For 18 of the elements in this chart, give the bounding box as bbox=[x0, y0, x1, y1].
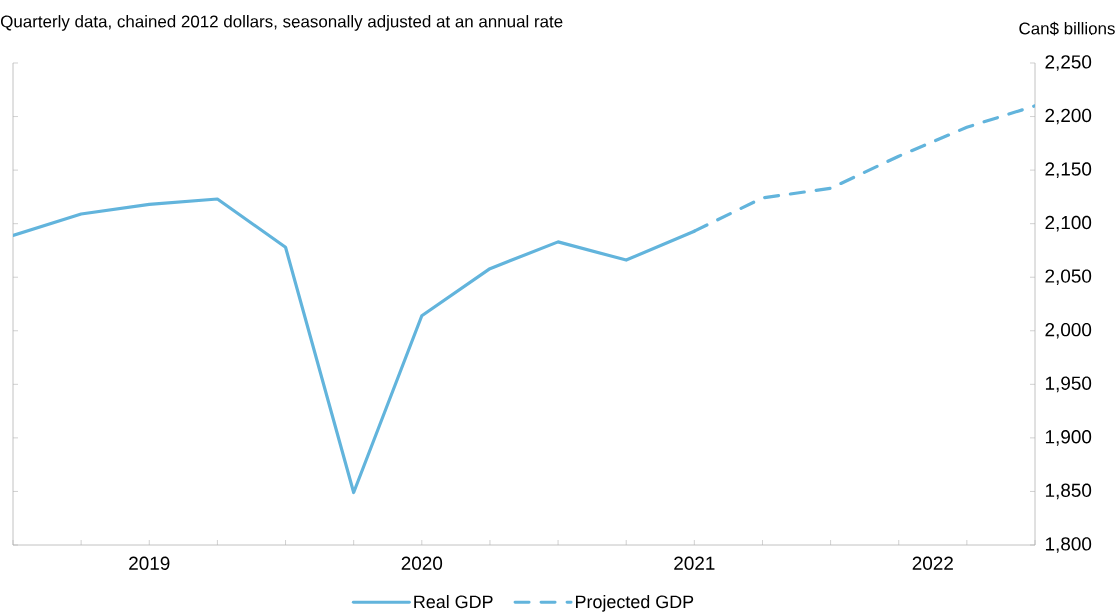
y-axis-title: Can$ billions bbox=[1019, 21, 1115, 36]
y-tick-label: 2,100 bbox=[1045, 215, 1092, 232]
x-tick-label: 2020 bbox=[401, 556, 443, 570]
x-tick-label: 2019 bbox=[129, 556, 170, 570]
legend-label: Projected GDP bbox=[576, 594, 694, 612]
legend-label: Real GDP bbox=[414, 594, 493, 609]
y-tick-label: 2,000 bbox=[1045, 322, 1092, 339]
x-tick-label: 2022 bbox=[912, 556, 953, 570]
x-tick-label: 2021 bbox=[674, 556, 715, 570]
y-tick-label: 2,050 bbox=[1045, 269, 1092, 286]
y-tick-label: 1,800 bbox=[1045, 537, 1092, 553]
y-tick-label: 1,850 bbox=[1045, 483, 1092, 500]
y-tick-label: 2,200 bbox=[1045, 108, 1092, 125]
y-tick-label: 1,950 bbox=[1045, 376, 1092, 393]
y-tick-label: 1,900 bbox=[1045, 430, 1092, 446]
y-tick-label: 2,250 bbox=[1045, 55, 1092, 71]
y-tick-label: 2,150 bbox=[1045, 162, 1092, 178]
chart-subtitle: Quarterly data, chained 2012 dollars, seasonally adjusted at an annual rate bbox=[1, 15, 563, 31]
